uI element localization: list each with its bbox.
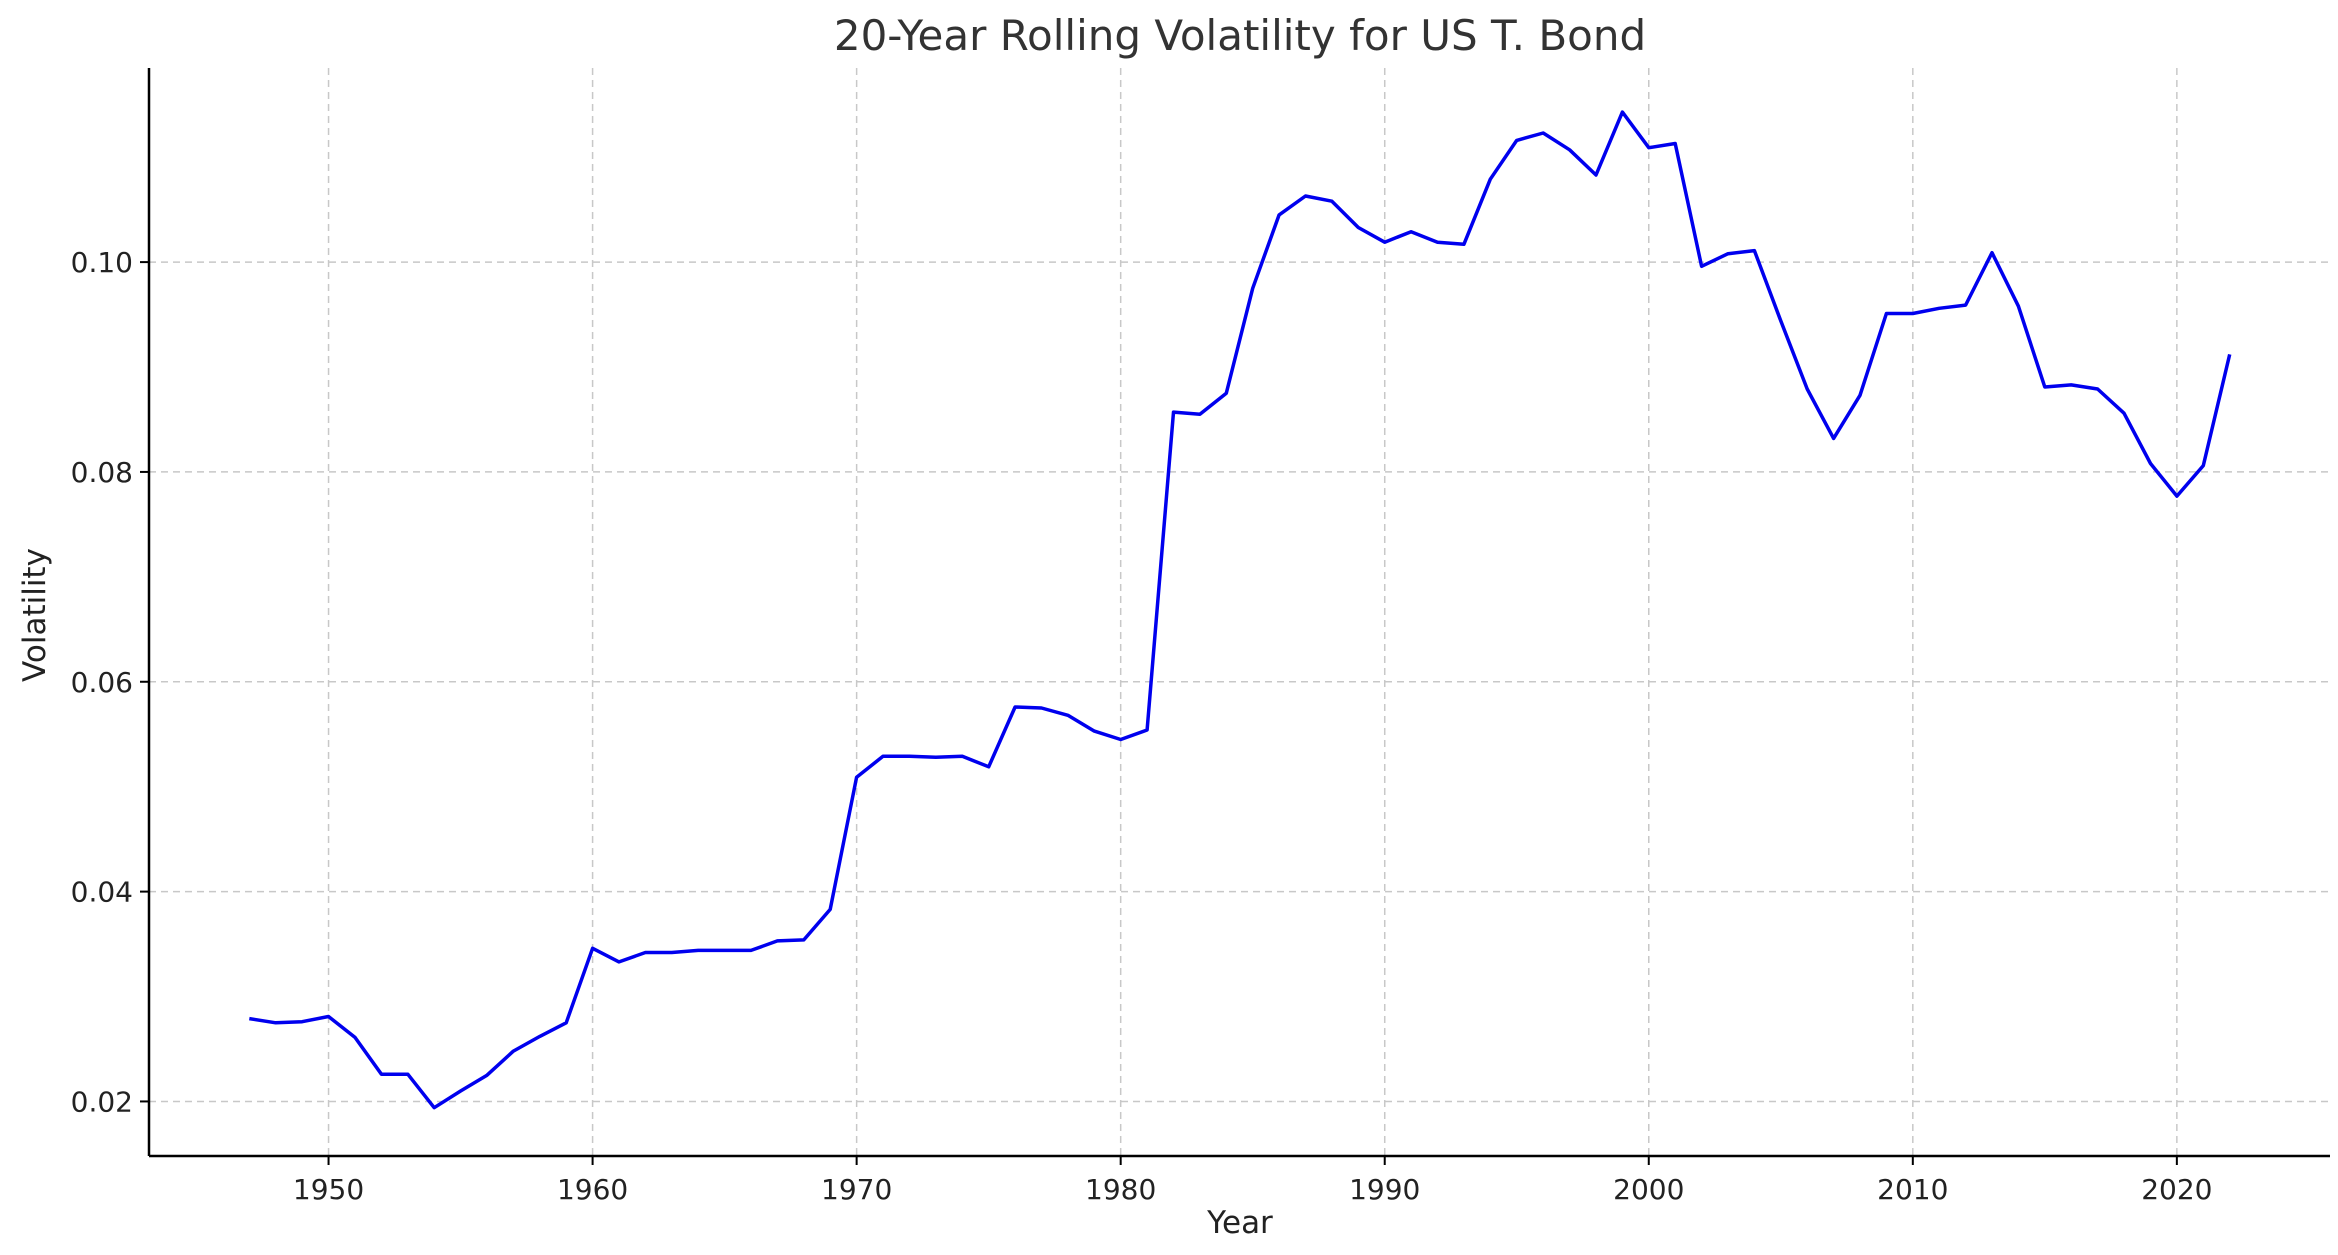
grid-lines (149, 68, 2330, 1156)
y-tick-label: 0.10 (71, 246, 133, 279)
x-tick-label: 1960 (557, 1173, 628, 1206)
x-tick-label: 1950 (293, 1173, 364, 1206)
y-tick-label: 0.02 (71, 1085, 133, 1118)
y-axis-label: Volatility (17, 548, 53, 682)
x-tick-label: 1990 (1349, 1173, 1420, 1206)
y-tick-label: 0.04 (71, 876, 133, 909)
plot-area (249, 110, 2232, 1110)
chart-title: 20-Year Rolling Volatility for US T. Bon… (834, 11, 1646, 60)
series-line (249, 110, 2232, 1110)
x-axis-label: Year (1206, 1205, 1273, 1241)
x-tick-label: 2020 (2141, 1173, 2212, 1206)
x-tick-label: 2000 (1613, 1173, 1684, 1206)
x-tick-label: 2010 (1877, 1173, 1948, 1206)
y-tick-label: 0.06 (71, 666, 133, 699)
x-tick-label: 1970 (821, 1173, 892, 1206)
x-tick-label: 1980 (1085, 1173, 1156, 1206)
axes: 1950 1960 1970 1980 1990 2000 2010 2020 0.02 0.04… (71, 68, 2330, 1206)
y-tick-label: 0.08 (71, 456, 133, 489)
